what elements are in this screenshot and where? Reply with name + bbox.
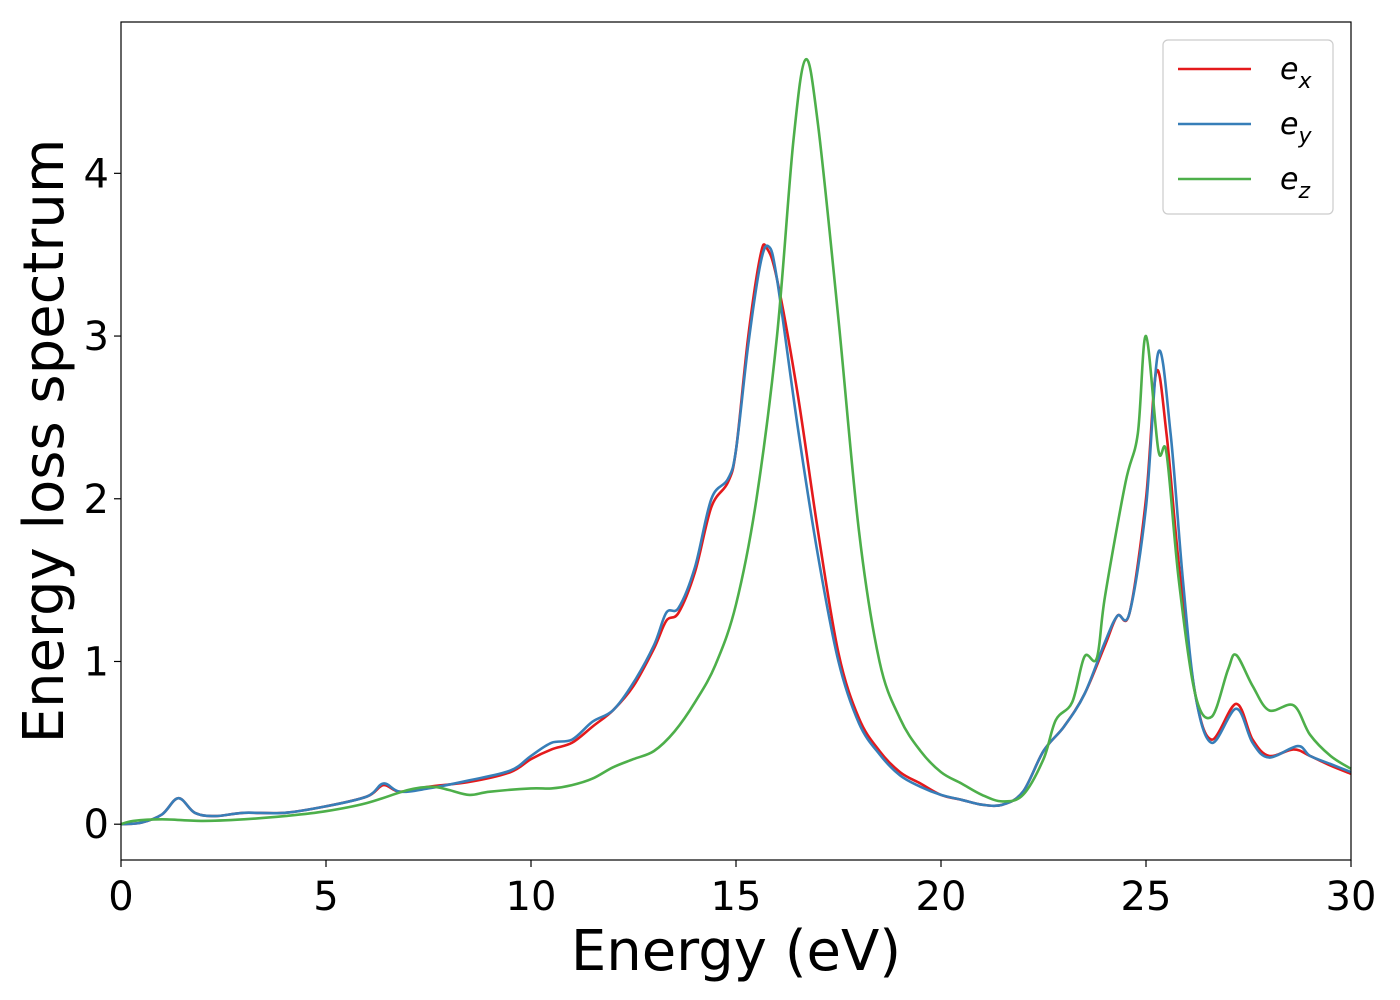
series-layer bbox=[120, 58, 1352, 826]
legend: ex ey ez bbox=[1162, 39, 1334, 215]
legend-box bbox=[1162, 39, 1334, 215]
x-tick-label: 20 bbox=[916, 874, 967, 920]
y-tick-label: 0 bbox=[84, 802, 109, 848]
x-axis: 0 5 10 15 20 25 30 bbox=[108, 860, 1376, 920]
x-tick-label: 0 bbox=[108, 874, 133, 920]
legend-label-e-z: ez bbox=[1280, 162, 1310, 204]
x-tick-label: 15 bbox=[711, 874, 762, 920]
y-tick-label: 3 bbox=[84, 314, 109, 360]
y-tick-label: 2 bbox=[84, 477, 109, 523]
x-tick-label: 25 bbox=[1121, 874, 1172, 920]
series-line-e-z bbox=[120, 58, 1352, 826]
x-tick-label: 10 bbox=[506, 874, 557, 920]
y-axis-title: Energy loss spectrum bbox=[12, 139, 77, 744]
y-tick-label: 4 bbox=[84, 151, 109, 197]
y-tick-label: 1 bbox=[84, 639, 109, 685]
legend-label-e-y: ey bbox=[1280, 107, 1312, 149]
legend-label-e-x: ex bbox=[1280, 52, 1312, 94]
y-axis: 0 1 2 3 4 bbox=[84, 151, 121, 848]
x-axis-title: Energy (eV) bbox=[571, 919, 901, 984]
x-tick-label: 5 bbox=[313, 874, 338, 920]
x-tick-label: 30 bbox=[1326, 874, 1377, 920]
